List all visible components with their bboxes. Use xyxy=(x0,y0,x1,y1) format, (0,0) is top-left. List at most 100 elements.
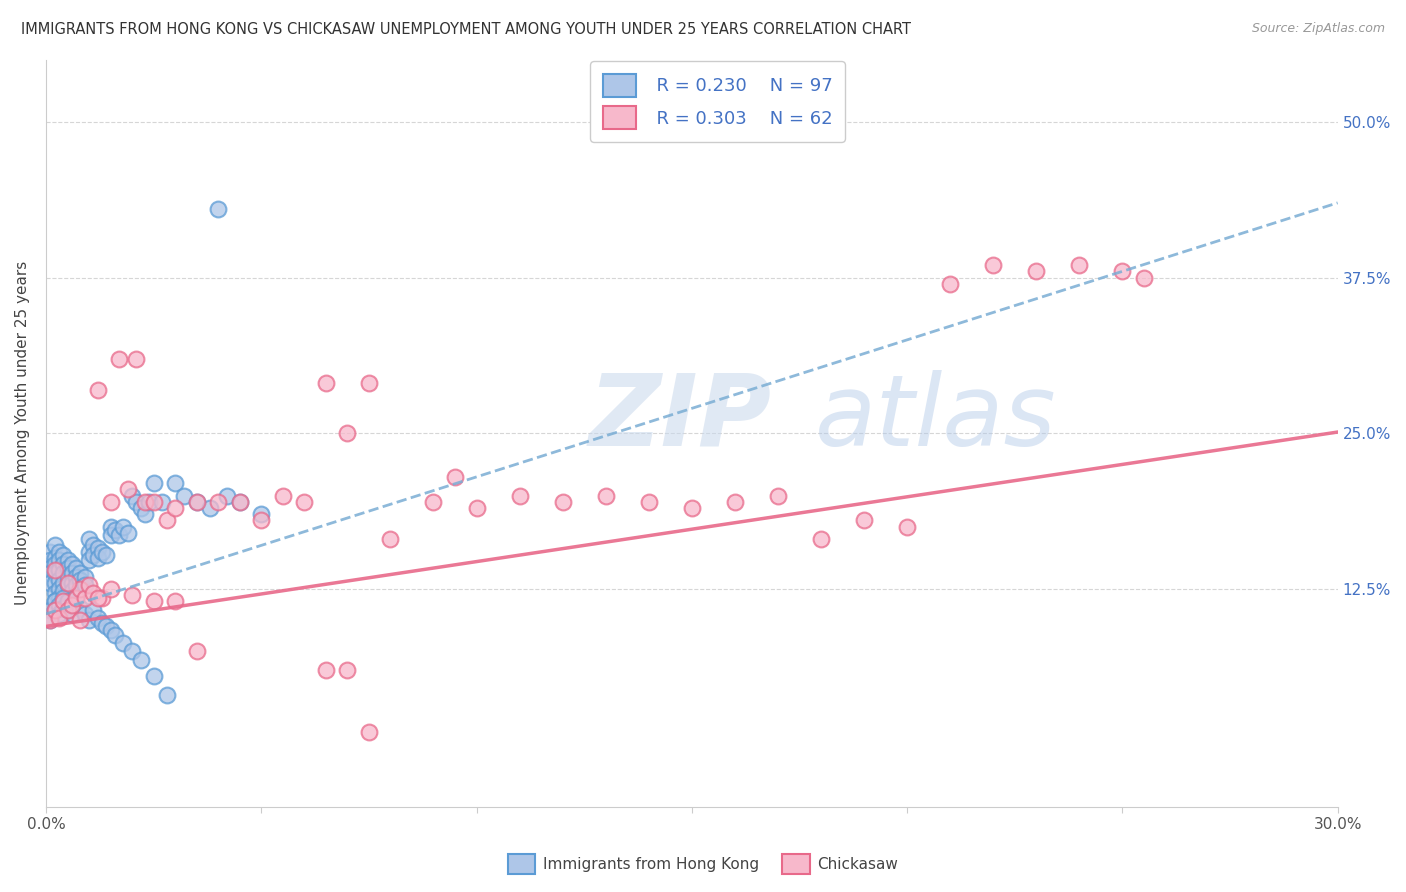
Point xyxy=(112,519,135,533)
Point xyxy=(56,569,79,583)
Point xyxy=(60,566,83,580)
Point xyxy=(981,258,1004,272)
Point xyxy=(551,495,574,509)
Point xyxy=(186,644,208,658)
Point xyxy=(56,575,79,590)
Point xyxy=(315,663,337,677)
Point xyxy=(39,613,62,627)
Point xyxy=(56,603,79,617)
Point xyxy=(91,544,114,558)
Point xyxy=(48,574,70,588)
Point xyxy=(60,584,83,599)
Point xyxy=(165,594,187,608)
Point xyxy=(39,561,62,575)
Point xyxy=(380,532,402,546)
Point xyxy=(637,495,659,509)
Point xyxy=(142,476,165,491)
Point xyxy=(125,495,148,509)
Point xyxy=(44,575,66,590)
Point xyxy=(766,489,789,503)
Text: IMMIGRANTS FROM HONG KONG VS CHICKASAW UNEMPLOYMENT AMONG YOUTH UNDER 25 YEARS C: IMMIGRANTS FROM HONG KONG VS CHICKASAW U… xyxy=(21,22,911,37)
Point xyxy=(39,566,62,580)
Point xyxy=(73,591,96,605)
Point xyxy=(86,550,108,565)
Point xyxy=(155,514,177,528)
Point xyxy=(60,607,83,621)
Point xyxy=(60,557,83,571)
Point xyxy=(60,575,83,590)
Point xyxy=(69,582,91,596)
Point xyxy=(82,603,104,617)
Point xyxy=(82,585,104,599)
Point xyxy=(112,635,135,649)
Point xyxy=(91,591,114,605)
Point xyxy=(65,561,87,575)
Point xyxy=(65,578,87,592)
Point xyxy=(125,351,148,366)
Point xyxy=(48,607,70,621)
Point xyxy=(52,566,75,580)
Point xyxy=(65,591,87,605)
Point xyxy=(56,578,79,592)
Point xyxy=(129,653,152,667)
Point xyxy=(939,277,962,291)
Point xyxy=(44,594,66,608)
Point xyxy=(100,582,122,596)
Point xyxy=(896,519,918,533)
Point xyxy=(39,613,62,627)
Point xyxy=(77,578,100,592)
Point xyxy=(1069,258,1091,272)
Point xyxy=(44,603,66,617)
Point xyxy=(444,470,467,484)
Text: atlas: atlas xyxy=(814,370,1056,467)
Point xyxy=(82,538,104,552)
Point xyxy=(86,610,108,624)
Point xyxy=(100,528,122,542)
Point xyxy=(1025,264,1047,278)
Point xyxy=(52,594,75,608)
Point xyxy=(48,598,70,612)
Point xyxy=(357,725,380,739)
Point xyxy=(69,613,91,627)
Point xyxy=(228,495,250,509)
Point xyxy=(44,585,66,599)
Point xyxy=(142,594,165,608)
Point xyxy=(77,553,100,567)
Point xyxy=(271,489,294,503)
Point xyxy=(165,501,187,516)
Point xyxy=(39,553,62,567)
Point xyxy=(39,575,62,590)
Point xyxy=(44,563,66,577)
Point xyxy=(100,623,122,637)
Point xyxy=(207,202,229,216)
Point xyxy=(52,600,75,615)
Point xyxy=(681,501,703,516)
Point xyxy=(44,603,66,617)
Point xyxy=(82,549,104,563)
Point xyxy=(86,591,108,605)
Point xyxy=(121,588,143,602)
Text: Source: ZipAtlas.com: Source: ZipAtlas.com xyxy=(1251,22,1385,36)
Point xyxy=(207,495,229,509)
Point xyxy=(165,476,187,491)
Point xyxy=(357,376,380,391)
Point xyxy=(73,578,96,592)
Point xyxy=(91,615,114,630)
Point xyxy=(86,541,108,555)
Point xyxy=(1133,270,1156,285)
Point xyxy=(48,553,70,567)
Point xyxy=(69,582,91,596)
Point xyxy=(155,688,177,702)
Y-axis label: Unemployment Among Youth under 25 years: Unemployment Among Youth under 25 years xyxy=(15,261,30,606)
Point xyxy=(250,508,273,522)
Point xyxy=(186,495,208,509)
Point xyxy=(39,603,62,617)
Point xyxy=(96,619,118,633)
Point xyxy=(52,557,75,571)
Point xyxy=(69,600,91,615)
Point xyxy=(48,610,70,624)
Point xyxy=(56,561,79,575)
Point xyxy=(69,566,91,580)
Point xyxy=(292,495,315,509)
Point xyxy=(77,544,100,558)
